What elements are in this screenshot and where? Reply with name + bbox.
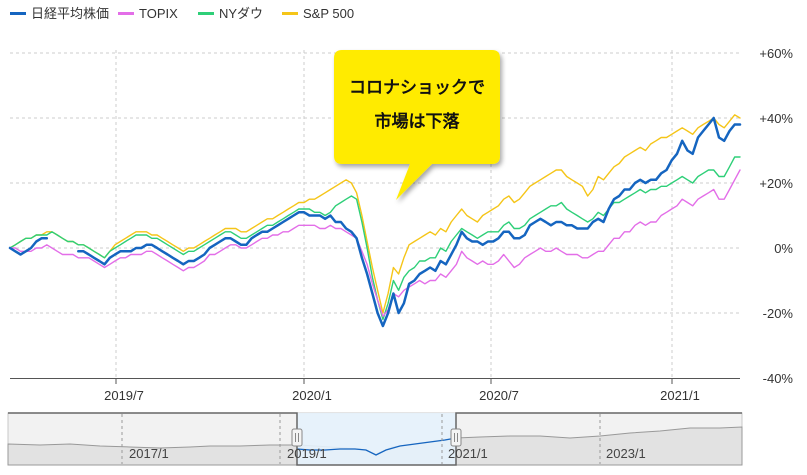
y-tick-label: -20% [763,306,794,321]
legend-item-topix[interactable]: TOPIX [118,6,178,21]
x-tick-label: 2021/1 [660,388,700,403]
plot-area [8,114,742,328]
legend-label-topix: TOPIX [139,6,178,21]
legend-swatch-sp500 [282,12,298,15]
x-axis: 2019/7 2020/1 2020/7 2021/1 [10,378,740,403]
y-tick-label: +20% [759,176,793,191]
callout-line-2: 市場は下落 [375,111,461,132]
navigator-handle-left[interactable] [291,428,303,447]
navigator-label-2021: 2021/1 [448,446,488,461]
series-line-3 [9,114,741,314]
legend-label-nydow: NYダウ [219,6,263,21]
series-line-2 [9,156,741,321]
callout-bubble [334,50,500,200]
legend-item-nikkei[interactable]: 日経平均株価 [10,6,109,21]
navigator-label-2019: 2019/1 [287,446,327,461]
navigator-window-outline [8,412,742,466]
y-axis: +60% +40% +20% 0% -20% -40% [759,46,793,386]
legend-swatch-nikkei [10,12,26,15]
legend-swatch-topix [118,12,134,15]
navigator-selected-window[interactable] [297,413,456,465]
y-tick-label: +40% [759,111,793,126]
navigator-label-2017: 2017/1 [129,446,169,461]
y-tick-label: +60% [759,46,793,61]
range-navigator[interactable]: 2017/1 2019/1 2021/1 2023/1 [7,412,743,466]
x-tick-label: 2020/1 [292,388,332,403]
legend-item-sp500[interactable]: S&P 500 [282,6,354,21]
legend: 日経平均株価 TOPIX NYダウ S&P 500 [10,6,354,21]
callout-line-1: コロナショックで [349,78,485,98]
legend-label-sp500: S&P 500 [303,6,354,21]
series-line-1 [9,169,741,317]
navigator-selected-series [296,437,457,456]
x-tick-label: 2019/7 [104,388,144,403]
legend-item-nydow[interactable]: NYダウ [198,6,263,21]
navigator-label-2023: 2023/1 [606,446,646,461]
legend-swatch-nydow [198,12,214,15]
covid-callout [334,50,500,200]
navigator-handle-right[interactable] [450,428,462,447]
grid [10,50,740,378]
y-tick-label: 0% [774,241,793,256]
y-tick-label: -40% [763,371,794,386]
x-tick-label: 2020/7 [479,388,519,403]
legend-label-nikkei: 日経平均株価 [31,6,109,21]
series-line-0 [8,116,742,328]
